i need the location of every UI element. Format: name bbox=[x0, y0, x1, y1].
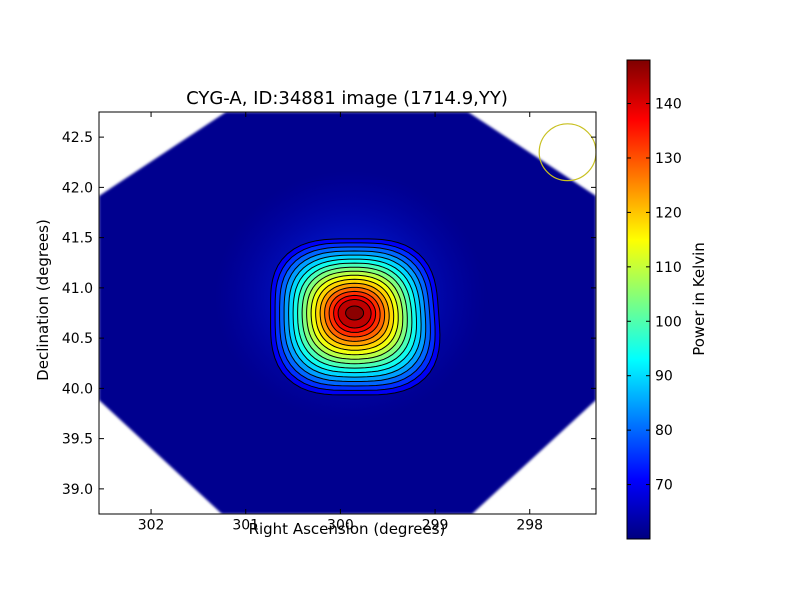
x-tick-label: 298 bbox=[516, 518, 543, 534]
x-tick-label: 302 bbox=[138, 518, 165, 534]
colorbar-tick-label: 110 bbox=[655, 260, 682, 276]
contour-line bbox=[337, 299, 372, 329]
colorbar-tick-label: 140 bbox=[655, 97, 682, 113]
y-tick-label: 42.5 bbox=[62, 130, 93, 146]
colorbar-tick-label: 120 bbox=[655, 205, 682, 221]
colorbar-ticks: 70 80 90 100 110 120 130 140 bbox=[627, 97, 682, 494]
y-axis-label: Declination (degrees) bbox=[34, 219, 52, 381]
contour-line bbox=[301, 266, 408, 365]
y-tick-label: 40.0 bbox=[62, 381, 93, 397]
contour-line bbox=[292, 258, 418, 374]
contour-line bbox=[288, 254, 422, 378]
contour-line bbox=[297, 262, 413, 369]
peak-marker bbox=[345, 305, 365, 321]
plot-frame bbox=[98, 111, 597, 515]
contour-line bbox=[283, 250, 427, 382]
contour-line bbox=[279, 246, 431, 387]
colorbar-tick-label: 130 bbox=[655, 151, 682, 167]
y-tick-label: 41.5 bbox=[62, 231, 93, 247]
contour-line bbox=[324, 286, 386, 342]
x-tick-label: 299 bbox=[422, 518, 449, 534]
y-tick-label: 40.5 bbox=[62, 331, 93, 347]
contour-line bbox=[333, 294, 377, 333]
y-tick-label: 39.0 bbox=[62, 482, 93, 498]
y-tick-label: 39.5 bbox=[62, 432, 93, 448]
colorbar-tick-label: 80 bbox=[655, 423, 673, 439]
y-tick-label: 41.0 bbox=[62, 281, 93, 297]
colorbar-label: Power in Kelvin bbox=[690, 242, 708, 356]
x-tick-label: 300 bbox=[327, 518, 354, 534]
contour-line bbox=[315, 278, 395, 351]
colorbar-tick-label: 90 bbox=[655, 369, 673, 385]
x-ticks: 302 301 300 299 298 bbox=[138, 112, 543, 534]
chart-title: CYG-A, ID:34881 image (1714.9,YY) bbox=[186, 88, 508, 109]
contour-line bbox=[328, 290, 381, 338]
colorbar-tick-label: 70 bbox=[655, 478, 673, 494]
x-tick-label: 301 bbox=[232, 518, 259, 534]
colorbar bbox=[626, 59, 651, 540]
plot-area bbox=[99, 112, 596, 514]
contour-line bbox=[310, 274, 399, 356]
contour-line bbox=[274, 242, 436, 391]
y-ticks: 39.0 39.5 40.0 40.5 41.0 41.5 42.0 42.5 bbox=[62, 130, 596, 498]
contour-set bbox=[270, 238, 441, 396]
contour-line bbox=[306, 270, 404, 360]
y-tick-label: 42.0 bbox=[62, 180, 93, 196]
x-axis-label: Right Ascension (degrees) bbox=[249, 520, 446, 538]
contour-line bbox=[270, 238, 441, 396]
colorbar-tick-label: 100 bbox=[655, 314, 682, 330]
contour-line bbox=[319, 282, 390, 347]
